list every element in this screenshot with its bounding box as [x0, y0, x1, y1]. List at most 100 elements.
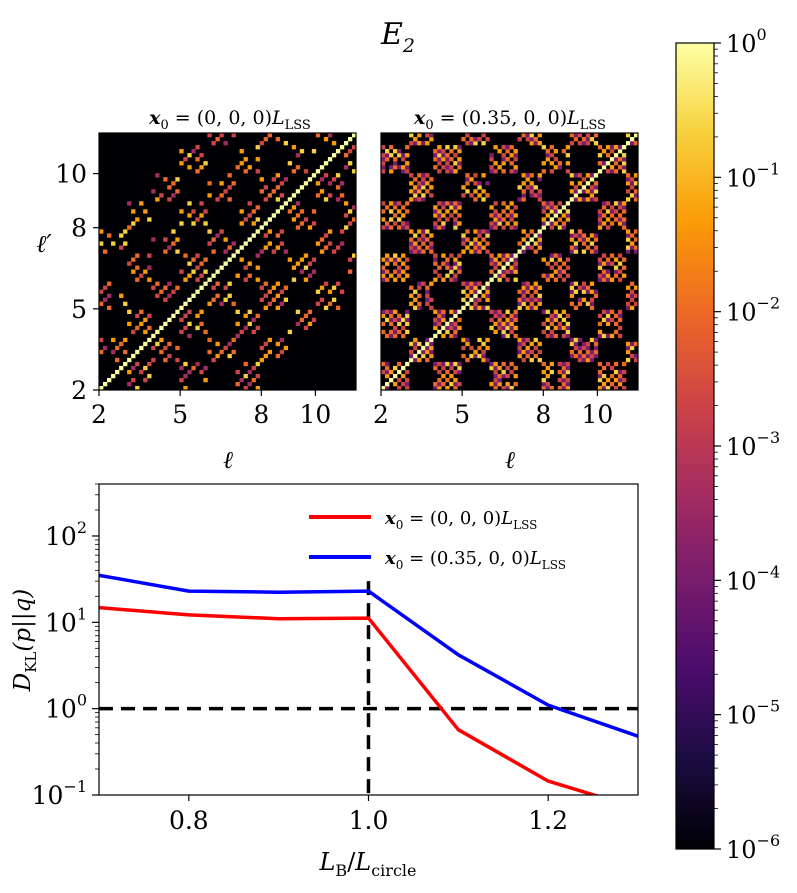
heatmap-cell	[597, 329, 603, 335]
heatmap-cell	[513, 277, 518, 282]
heatmap-cell	[497, 377, 502, 383]
heatmap-cell	[465, 245, 470, 250]
heatmap-cell	[481, 353, 486, 359]
heatmap-cell	[485, 193, 490, 198]
heatmap-cell	[199, 369, 204, 375]
heatmap-cell	[123, 241, 128, 246]
heatmap-cell	[433, 225, 438, 230]
heatmap-cell	[545, 333, 550, 339]
heatmap-cell	[597, 373, 603, 379]
heatmap-cell	[401, 153, 406, 158]
heatmap-cell	[445, 153, 450, 158]
heatmap-cell	[493, 369, 498, 375]
heatmap-cell	[283, 141, 289, 146]
heatmap-cell	[545, 205, 550, 210]
heatmap-cell	[397, 149, 402, 154]
heatmap-cell	[513, 269, 518, 274]
heatmap-cell	[545, 153, 550, 158]
heatmap-cell	[347, 161, 353, 166]
heatmap-cell	[259, 357, 264, 363]
heatmap-cell	[385, 333, 390, 339]
heatmap-cell	[481, 189, 486, 194]
heatmap-cell	[409, 341, 414, 347]
heatmap-cell	[529, 181, 534, 186]
heatmap-cell	[457, 381, 462, 387]
heatmap-cell	[629, 281, 635, 286]
heatmap-cell	[533, 241, 538, 246]
heatmap-cell	[401, 213, 406, 218]
heatmap-cell	[449, 317, 454, 323]
heatmap-cell	[617, 205, 623, 210]
heatmap-cell	[549, 329, 554, 335]
heatmap-cell	[537, 141, 542, 146]
heatmap-cell	[533, 297, 538, 302]
heatmap-cell	[107, 281, 112, 286]
heatmap-cell	[111, 349, 116, 355]
heatmap-cell	[267, 289, 272, 294]
heatmap-cell	[235, 165, 240, 170]
heatmap-cell	[589, 197, 595, 202]
heatmap-cell	[413, 177, 418, 182]
heatmap-cell	[577, 345, 583, 351]
heatmap-cell	[417, 357, 422, 363]
heatmap-cell	[501, 169, 506, 174]
heatmap-cell	[351, 217, 357, 222]
heatmap-cell	[421, 349, 426, 355]
heatmap-cell	[203, 329, 208, 335]
heatmap-cell	[569, 141, 575, 146]
heatmap-cell	[541, 205, 546, 210]
heatmap-cell	[561, 381, 567, 387]
heatmap-cell	[537, 189, 542, 194]
heatmap-cell	[417, 305, 422, 310]
heatmap-cell	[633, 133, 639, 138]
heatmap-cell	[577, 141, 583, 146]
heatmap-cell	[465, 181, 470, 186]
heatmap-cell	[517, 349, 522, 355]
heatmap-cell	[541, 321, 546, 327]
heatmap-cell	[613, 269, 619, 274]
heatmap-cell	[139, 321, 144, 327]
heatmap-cell	[275, 185, 281, 190]
heatmap-cell	[597, 265, 603, 270]
heatmap-cell	[529, 357, 534, 363]
heatmap-cell	[401, 269, 406, 274]
heatmap-cell	[525, 185, 530, 190]
heatmap-cell	[565, 265, 571, 270]
heatmap-cell	[291, 217, 297, 222]
heatmap-cell	[537, 177, 542, 182]
heatmap-cell	[549, 333, 554, 339]
heatmap-cell	[251, 317, 256, 323]
heatmap-cell	[203, 377, 208, 383]
heatmap-cell	[175, 285, 180, 290]
heatmap-cell	[127, 321, 132, 327]
heatmap-cell	[453, 265, 458, 270]
heatmap-cell	[335, 305, 341, 310]
heatmap-cell	[295, 165, 301, 170]
heatmap-cell	[621, 157, 627, 162]
heatmap-cell	[453, 257, 458, 262]
heatmap-cell	[275, 173, 281, 178]
heatmap-cell	[581, 141, 587, 146]
heatmap-cell	[477, 185, 482, 190]
heatmap-cell	[465, 177, 470, 182]
heatmap-cell	[171, 229, 176, 234]
heatmap-cell	[409, 173, 414, 178]
heatmap-cell	[425, 345, 430, 351]
heatmap-cell	[251, 221, 256, 226]
heatmap-cell	[389, 309, 394, 315]
heatmap-cell	[195, 325, 200, 331]
heatmap-cell	[251, 233, 256, 238]
heatmap-cell	[389, 217, 394, 222]
heatmap-cell	[421, 197, 426, 202]
heatmap-cell	[553, 309, 558, 315]
heatmap-cell	[473, 237, 478, 242]
heatmap-cell	[433, 153, 438, 158]
heatmap-cell	[449, 213, 454, 218]
heatmap-cell	[441, 313, 446, 319]
heatmap-cell	[621, 217, 627, 222]
heatmap-cell	[533, 337, 538, 343]
heatmap-cell	[581, 237, 587, 242]
heatmap-cell	[163, 321, 168, 327]
heatmap-cell	[597, 257, 603, 262]
heatmap-cell	[207, 277, 212, 282]
